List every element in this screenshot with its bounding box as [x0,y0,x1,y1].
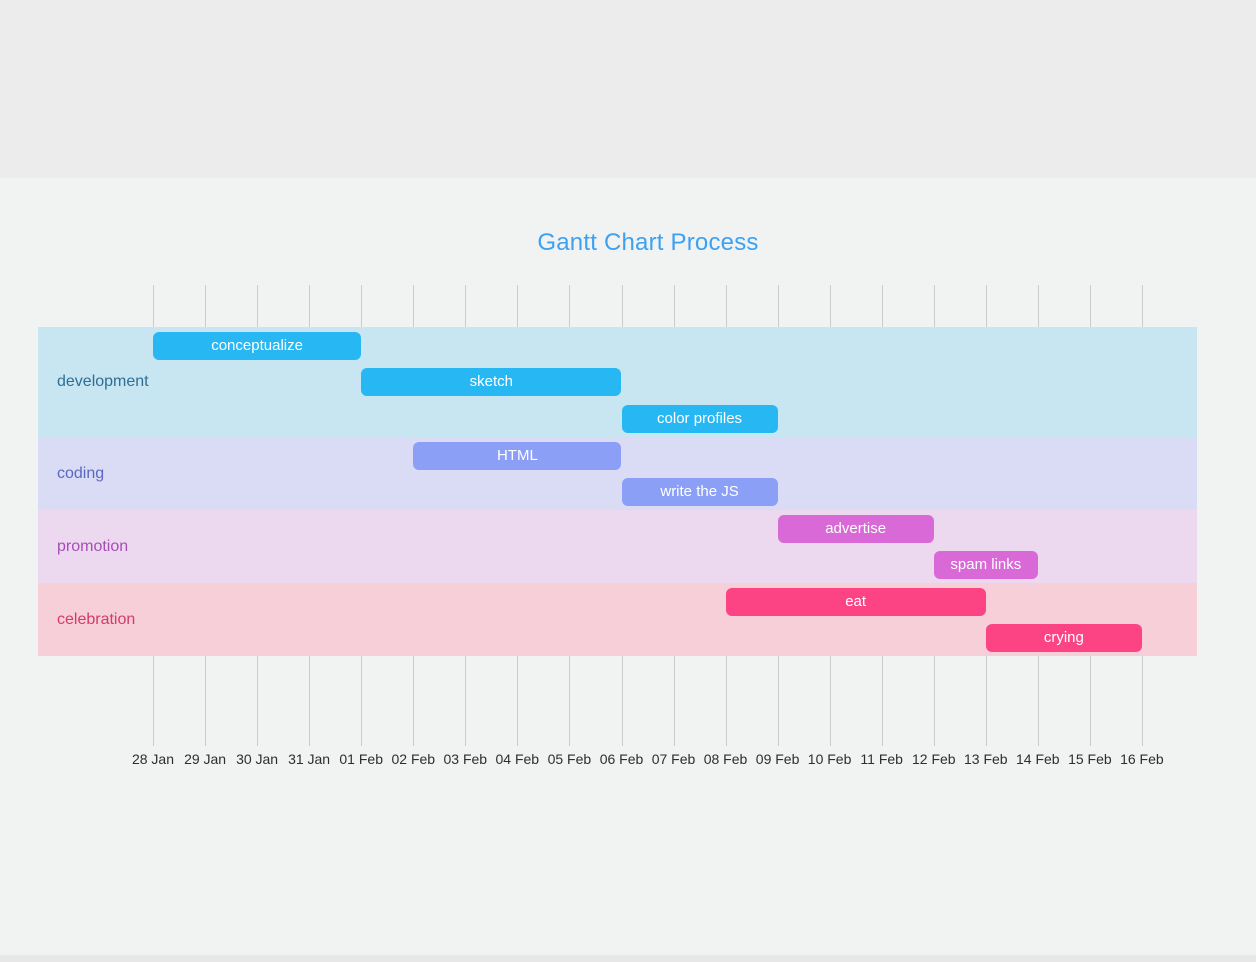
x-tick-label: 05 Feb [547,751,592,767]
x-tick-label: 29 Jan [184,751,227,767]
section-label-coding: coding [57,464,105,482]
x-tick-label: 28 Jan [131,751,175,767]
top-band [0,0,1256,178]
x-tick-label: 02 Feb [391,751,436,767]
section-label-development: development [57,373,149,390]
x-tick-label: 12 Feb [912,751,956,767]
task-bar-write-the-js[interactable]: write the JS [621,478,778,507]
x-tick-label: 11 Feb [860,751,903,767]
task-bar-eat[interactable]: eat [725,587,986,616]
x-tick-label: 09 Feb [755,751,800,767]
x-tick-label: 07 Feb [651,751,696,767]
x-tick-label: 16 Feb [1120,751,1164,767]
x-tick-label: 15 Feb [1068,751,1112,767]
task-bar-advertise[interactable]: advertise [777,514,934,543]
bottom-strip [0,955,1256,962]
task-bar-conceptualize[interactable]: conceptualize [153,331,362,360]
x-tick-label: 13 Feb [964,751,1008,767]
task-bar-html[interactable]: HTML [413,441,622,470]
x-tick-label: 06 Feb [599,751,644,767]
task-bar-sketch[interactable]: sketch [361,368,622,397]
section-label-celebration: celebration [57,610,136,628]
x-tick-label: 01 Feb [339,751,383,767]
task-bar-spam-links[interactable]: spam links [933,551,1038,580]
x-tick-label: 08 Feb [703,751,748,767]
x-tick-label: 04 Feb [495,751,540,767]
chart-title: Gantt Chart Process [537,229,759,256]
task-bar-color-profiles[interactable]: color profiles [621,404,778,433]
task-bar-crying[interactable]: crying [985,624,1142,653]
x-tick-label: 10 Feb [807,751,852,767]
x-tick-label: 30 Jan [236,751,279,767]
x-tick-label: 14 Feb [1016,751,1060,767]
x-tick-label: 03 Feb [443,751,488,767]
section-label-promotion: promotion [57,537,129,555]
x-tick-label: 31 Jan [288,751,331,767]
